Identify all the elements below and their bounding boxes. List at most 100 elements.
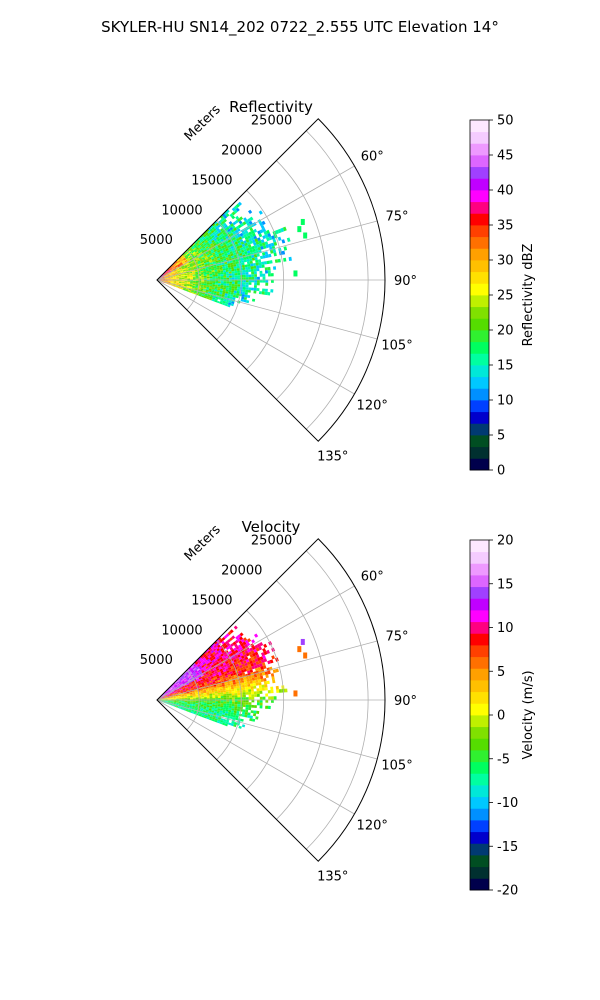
echo-cell <box>181 282 185 283</box>
echo-cell <box>210 265 214 268</box>
echo-cell <box>182 262 186 265</box>
echo-cell <box>189 257 193 261</box>
echo-cell <box>181 680 185 683</box>
echo-cell <box>196 673 200 676</box>
echo-cell <box>225 721 229 725</box>
echo-cell <box>208 269 212 271</box>
echo-cell <box>243 297 247 300</box>
echo-cell <box>211 691 215 694</box>
echo-cell <box>215 254 220 258</box>
echo-cell <box>183 705 187 707</box>
colorbar-segment <box>470 201 489 214</box>
echo-cell <box>254 651 259 656</box>
echo-cell <box>170 269 174 272</box>
echo-cell <box>217 689 221 692</box>
echo-cell <box>192 662 196 666</box>
echo-cell <box>186 257 190 260</box>
echo-cell <box>170 699 174 700</box>
echo-cell <box>244 684 248 688</box>
velocity-grid <box>156 550 385 850</box>
echo-cell <box>220 696 224 698</box>
echo-cell <box>211 266 215 269</box>
echo-cell <box>214 671 218 674</box>
echo-cell <box>217 274 221 277</box>
echo-cell <box>181 694 185 696</box>
echo-cell <box>166 274 170 276</box>
echo-cell <box>225 687 229 691</box>
echo-cell <box>221 684 225 687</box>
echo-cell <box>182 689 186 691</box>
echo-cell <box>204 293 208 296</box>
echo-cell <box>228 709 232 713</box>
echo-cell <box>175 285 179 287</box>
echo-cell <box>209 253 213 257</box>
echo-cell <box>190 244 194 248</box>
echo-cell <box>205 689 209 692</box>
echo-cell <box>252 683 256 687</box>
echo-cell <box>202 710 206 713</box>
echo-cell <box>183 253 186 256</box>
echo-cell <box>231 697 235 700</box>
echo-cell <box>205 290 209 293</box>
echo-cell <box>200 260 204 264</box>
echo-cell <box>170 278 174 280</box>
echo-cell <box>195 272 199 275</box>
echo-cell <box>208 689 212 691</box>
echo-cell <box>173 268 176 271</box>
echo-cell <box>206 705 210 708</box>
echo-cell <box>184 255 188 258</box>
echo-cell <box>226 642 231 647</box>
echo-cell <box>256 664 261 668</box>
echo-cell <box>195 706 198 708</box>
echo-cell <box>200 239 204 243</box>
echo-cell <box>185 255 188 259</box>
echo-cell <box>227 244 231 249</box>
echo-cell <box>182 267 186 270</box>
echo-cell <box>265 254 269 258</box>
echo-cell <box>240 669 245 673</box>
echo-cell <box>205 671 209 675</box>
echo-cell <box>176 696 179 698</box>
echo-cell <box>234 639 239 644</box>
echo-cell <box>177 684 181 687</box>
echo-cell <box>209 262 213 265</box>
echo-cell <box>187 700 191 702</box>
echo-cell <box>175 272 178 274</box>
echo-cell <box>235 215 240 220</box>
echo-cell <box>173 701 177 703</box>
echo-cell <box>224 246 228 250</box>
echo-cell <box>258 660 262 664</box>
echo-cell <box>237 692 241 696</box>
echo-cell <box>211 271 215 274</box>
echo-cell <box>179 689 183 692</box>
echo-cell <box>189 692 193 695</box>
echo-cell <box>228 676 232 680</box>
echo-cell <box>203 691 207 694</box>
echo-cell <box>165 271 169 274</box>
echo-cell <box>186 691 190 694</box>
echo-cell <box>169 272 172 274</box>
echo-cell <box>174 271 178 274</box>
echo-cell <box>197 240 201 243</box>
echo-cell <box>199 242 203 246</box>
echo-cell <box>240 260 245 263</box>
echo-cell <box>217 297 222 300</box>
echo-cell <box>173 703 176 705</box>
echo-cell <box>175 692 178 695</box>
echo-cell <box>225 213 230 217</box>
echo-cell <box>230 714 234 717</box>
echo-cell <box>176 702 179 704</box>
echo-cell <box>179 257 183 261</box>
echo-cell <box>247 235 251 239</box>
echo-cell <box>204 714 208 718</box>
echo-cell <box>254 282 257 286</box>
echo-cell <box>235 681 239 685</box>
colorbar-segment <box>470 633 489 646</box>
echo-cell <box>232 259 236 263</box>
echo-cell <box>203 274 207 276</box>
echo-cell <box>192 276 196 278</box>
echo-cell <box>167 703 170 705</box>
echo-cell <box>215 274 218 277</box>
echo-cell <box>219 721 223 725</box>
echo-cell <box>230 643 234 647</box>
